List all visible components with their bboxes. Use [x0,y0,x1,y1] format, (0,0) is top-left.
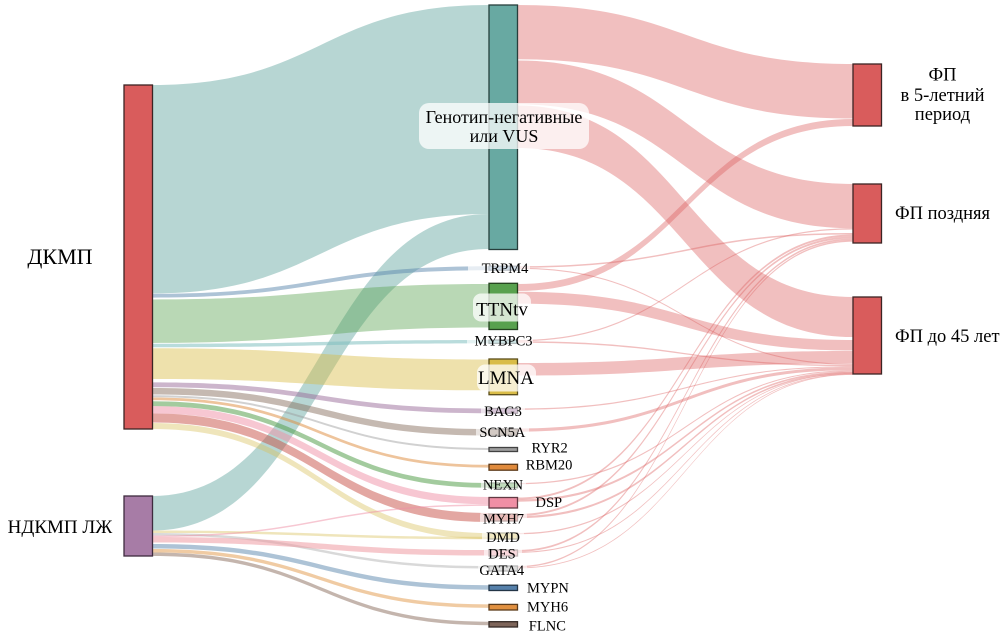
svg-text:в 5-летний: в 5-летний [901,86,985,106]
svg-text:период: период [915,105,970,125]
svg-text:ФП: ФП [929,66,957,86]
svg-text:DMD: DMD [486,530,520,546]
svg-text:MYPN: MYPN [527,581,569,597]
svg-text:TRPM4: TRPM4 [482,261,529,277]
svg-text:MYH6: MYH6 [527,600,568,616]
svg-text:RBM20: RBM20 [526,458,573,474]
svg-text:TTNtv: TTNtv [476,300,528,321]
svg-text:RYR2: RYR2 [532,441,568,457]
svg-text:DSP: DSP [536,495,563,511]
svg-text:SCN5A: SCN5A [479,425,525,441]
svg-text:GATA4: GATA4 [479,563,525,579]
svg-text:LMNA: LMNA [478,368,534,389]
svg-text:NEXN: NEXN [483,478,524,494]
svg-text:ФП поздняя: ФП поздняя [895,204,991,224]
svg-text:DES: DES [488,547,515,563]
svg-text:FLNC: FLNC [529,619,566,635]
svg-text:НДКМП ЛЖ: НДКМП ЛЖ [8,517,114,538]
svg-text:Генотип-негативные: Генотип-негативные [426,107,583,127]
svg-text:BAG3: BAG3 [484,404,522,420]
svg-text:MYH7: MYH7 [483,512,524,528]
svg-text:ДКМП: ДКМП [27,244,92,269]
svg-text:или VUS: или VUS [470,126,539,146]
svg-text:ФП до 45 лет: ФП до 45 лет [895,327,1000,347]
svg-text:MYBPC3: MYBPC3 [474,334,532,350]
